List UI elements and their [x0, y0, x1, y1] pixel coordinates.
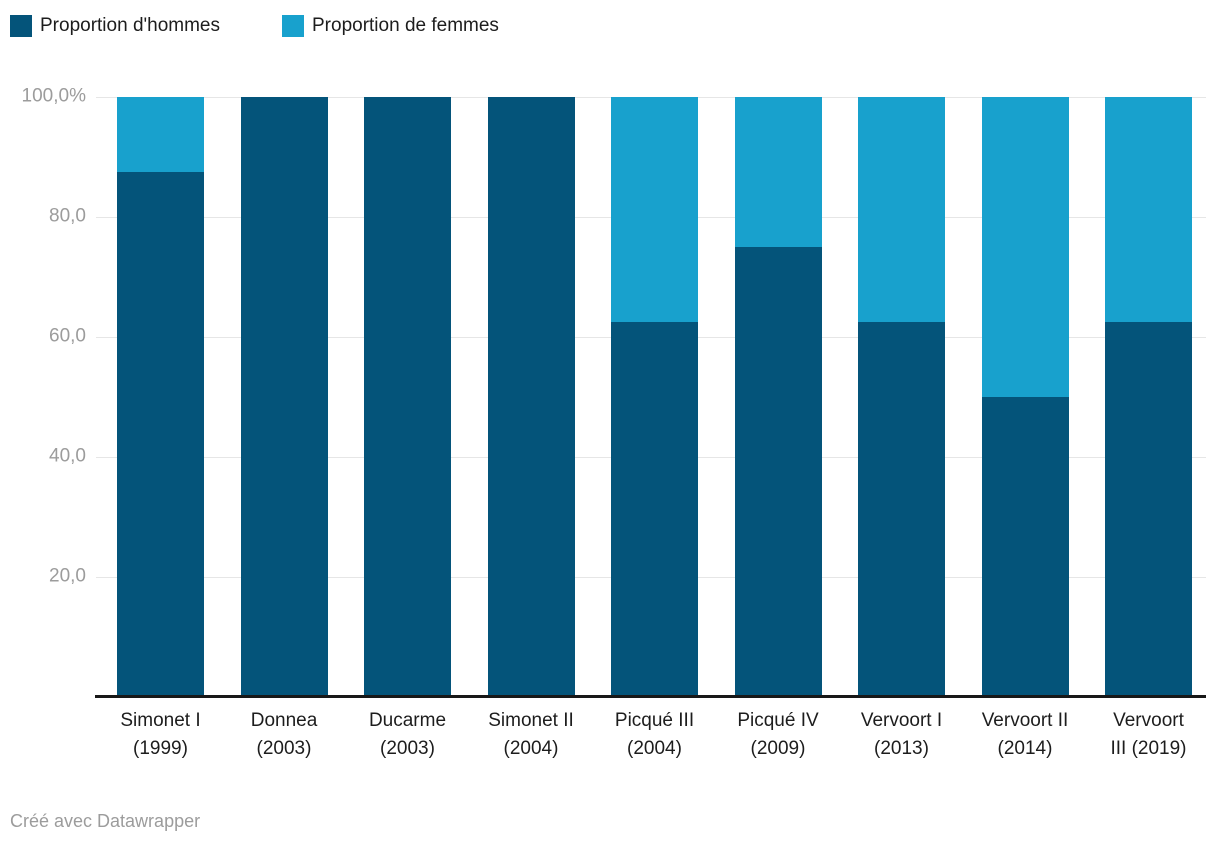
bar-segment-femmes[interactable] [117, 97, 204, 172]
bar-group [487, 97, 575, 697]
bar-group [117, 97, 204, 697]
legend-label-hommes: Proportion d'hommes [40, 15, 220, 36]
bar-group [1105, 97, 1192, 697]
x-axis-category-label: Ducarme (2003) [368, 710, 447, 759]
bar-segment-hommes[interactable] [240, 97, 328, 697]
legend-swatch-hommes [10, 15, 32, 38]
bar-group [734, 97, 822, 697]
bar-segment-hommes[interactable] [117, 172, 204, 697]
bar-segment-femmes[interactable] [1105, 97, 1192, 322]
x-axis-category-label: Simonet II (2004) [488, 710, 574, 759]
bar-group [240, 97, 328, 697]
y-axis-tick-label-100: 100,0% [21, 85, 86, 107]
bar-group [981, 97, 1069, 697]
bar-group [858, 97, 945, 697]
x-axis-category-label: Picqué IV (2009) [737, 710, 819, 759]
legend-label-femmes: Proportion de femmes [312, 15, 499, 36]
y-axis-tick-label-60: 60,0 [49, 325, 86, 347]
legend: Proportion d'hommes Proportion de femmes [10, 15, 499, 38]
bar-segment-hommes[interactable] [611, 322, 698, 697]
bar-group [364, 97, 451, 697]
y-axis-tick-label-40: 40,0 [49, 445, 86, 467]
legend-item-femmes: Proportion de femmes [282, 15, 499, 38]
bar-segment-hommes[interactable] [734, 247, 822, 697]
bar-segment-femmes[interactable] [981, 97, 1069, 397]
x-axis-category-label: Vervoort I (2013) [860, 710, 943, 759]
bar-segment-hommes[interactable] [981, 397, 1069, 697]
bar-segment-femmes[interactable] [734, 97, 822, 247]
bar-segment-hommes[interactable] [364, 97, 451, 697]
bar-segment-hommes[interactable] [487, 97, 575, 697]
bar-segment-hommes[interactable] [858, 322, 945, 697]
y-axis-tick-label-20: 20,0 [49, 565, 86, 587]
bar-segment-hommes[interactable] [1105, 322, 1192, 697]
bar-segment-femmes[interactable] [858, 97, 945, 322]
x-axis-category-label: Vervoort II (2014) [981, 710, 1069, 759]
legend-item-hommes: Proportion d'hommes [10, 15, 220, 38]
attribution-link[interactable]: Créé avec Datawrapper [10, 811, 201, 831]
bar-group [611, 97, 698, 697]
x-axis-category-label: Vervoort III (2019) [1110, 710, 1187, 759]
x-axis-category-label: Picqué III (2004) [614, 710, 695, 759]
bar-segment-femmes[interactable] [611, 97, 698, 322]
legend-swatch-femmes [282, 15, 304, 38]
x-axis-line [95, 695, 1206, 698]
x-axis-category-label: Simonet I (1999) [120, 710, 201, 759]
x-axis-category-label: Donnea (2003) [250, 710, 318, 759]
y-axis-tick-label-80: 80,0 [49, 205, 86, 227]
